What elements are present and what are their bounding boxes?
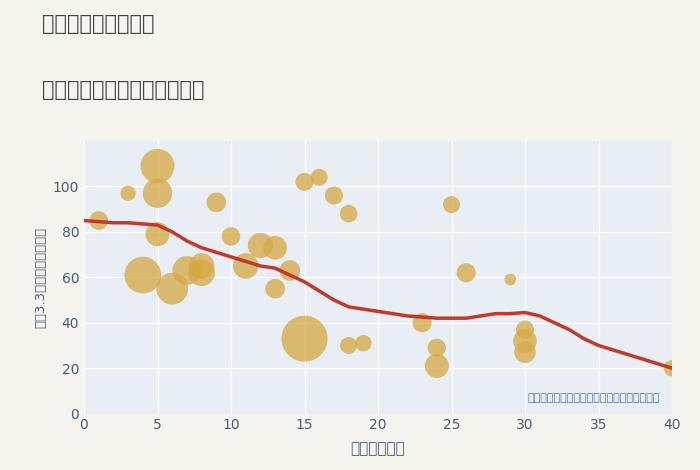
Point — [299, 335, 310, 342]
Point — [270, 244, 281, 251]
Point — [167, 285, 178, 292]
Point — [519, 337, 531, 345]
Point — [299, 178, 310, 186]
Point — [358, 339, 369, 347]
Point — [240, 262, 251, 270]
Point — [519, 348, 531, 356]
Point — [255, 242, 266, 249]
Point — [270, 285, 281, 292]
Point — [666, 364, 678, 372]
Point — [431, 362, 442, 369]
Point — [152, 189, 163, 197]
Text: 築年数別中古マンション価格: 築年数別中古マンション価格 — [42, 80, 204, 100]
Y-axis label: 坪（3.3㎡）単価（万円）: 坪（3.3㎡）単価（万円） — [34, 227, 47, 328]
Point — [314, 173, 325, 181]
Point — [328, 192, 339, 199]
Point — [343, 210, 354, 218]
Point — [431, 344, 442, 352]
Point — [284, 266, 295, 274]
Point — [461, 269, 472, 276]
Point — [181, 266, 193, 274]
Point — [505, 276, 516, 283]
Point — [152, 162, 163, 170]
Point — [152, 230, 163, 238]
Point — [137, 271, 148, 279]
X-axis label: 築年数（年）: 築年数（年） — [351, 441, 405, 456]
Point — [519, 326, 531, 333]
Point — [196, 269, 207, 276]
Point — [211, 198, 222, 206]
Point — [416, 319, 428, 327]
Point — [196, 262, 207, 270]
Text: 三重県伊賀市中友田: 三重県伊賀市中友田 — [42, 14, 155, 34]
Text: 円の大きさは、取引のあった物件面積を示す: 円の大きさは、取引のあった物件面積を示す — [528, 393, 660, 403]
Point — [122, 189, 134, 197]
Point — [343, 342, 354, 349]
Point — [446, 201, 457, 208]
Point — [225, 233, 237, 240]
Point — [93, 217, 104, 224]
